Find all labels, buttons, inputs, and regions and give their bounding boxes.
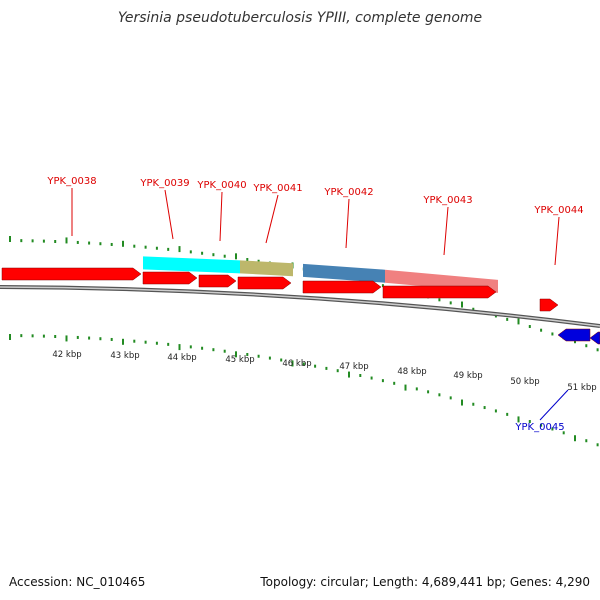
gene-leader <box>443 206 449 256</box>
scale-labels: 42 kbp 43 kbp 44 kbp 45 kbp 46 kbp 47 kbp 48 k… <box>52 350 596 393</box>
gene-arrow <box>237 276 292 290</box>
gene-label: YPK_0040 <box>196 180 246 191</box>
genome-title: Yersinia pseudotuberculosis YPIII, compl… <box>117 10 483 26</box>
gene-leader <box>219 191 223 242</box>
gene-label: YPK_0044 <box>533 205 583 216</box>
gene-track <box>1 267 600 345</box>
genome-summary: Topology: circular; Length: 4,689,441 bp… <box>260 575 590 589</box>
scale-label: 46 kbp <box>282 359 311 369</box>
feature-block <box>303 263 385 283</box>
gene-label: YPK_0039 <box>139 178 189 189</box>
label-leaders <box>71 188 569 421</box>
gene-label: YPK_0038 <box>46 176 96 187</box>
scale-label: 45 kbp <box>225 355 254 365</box>
scale-label: 47 kbp <box>339 362 368 372</box>
gene-label: YPK_0045 <box>514 422 564 433</box>
gene-arrow <box>302 280 382 294</box>
gene-arrow <box>198 274 237 288</box>
inner-tick-ring <box>9 334 599 447</box>
scale-label: 48 kbp <box>397 367 426 377</box>
backbone-track <box>0 285 600 328</box>
gene-arrow <box>539 298 559 312</box>
gene-label: YPK_0043 <box>422 195 472 206</box>
accession-label: Accession: NC_010465 <box>9 575 146 589</box>
scale-label: 44 kbp <box>167 353 196 363</box>
scale-label: 51 kbp <box>567 383 596 393</box>
gene-leader <box>539 389 569 421</box>
gene-arrow <box>142 271 198 285</box>
gene-leader <box>345 198 350 249</box>
backbone-highlight <box>0 286 600 327</box>
outer-tick-ring <box>9 236 599 352</box>
scale-label: 50 kbp <box>510 377 539 387</box>
gene-arrow-reverse <box>589 331 600 345</box>
scale-label: 49 kbp <box>453 371 482 381</box>
gene-label: YPK_0041 <box>252 183 302 194</box>
gene-leader <box>265 194 279 244</box>
scale-label: 42 kbp <box>52 350 81 360</box>
gene-arrow <box>1 267 142 281</box>
feature-block <box>143 256 240 274</box>
gene-label: YPK_0042 <box>323 187 373 198</box>
scale-label: 43 kbp <box>110 351 139 361</box>
gene-labels: YPK_0038 YPK_0039 YPK_0040 YPK_0041 YPK_0042… <box>46 176 583 433</box>
gene-arrow-reverse <box>557 328 591 342</box>
gene-arrow <box>382 285 497 299</box>
backbone-line <box>0 285 600 328</box>
gene-leader <box>554 216 560 266</box>
feature-block <box>240 260 293 277</box>
gene-leader <box>164 189 174 240</box>
